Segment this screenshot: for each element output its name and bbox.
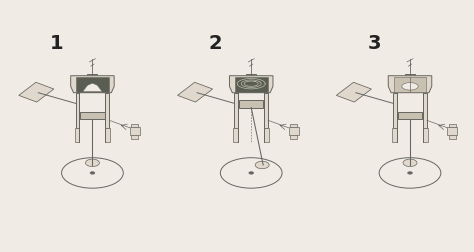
Polygon shape: [388, 76, 432, 93]
Bar: [423, 93, 427, 128]
Bar: [131, 136, 138, 140]
Circle shape: [249, 172, 254, 175]
Bar: [131, 124, 138, 127]
Bar: [290, 136, 297, 140]
Bar: [105, 93, 109, 128]
Bar: [447, 127, 457, 136]
Circle shape: [90, 172, 95, 175]
Polygon shape: [235, 77, 267, 92]
Bar: [264, 128, 269, 142]
Bar: [80, 112, 105, 120]
Bar: [393, 93, 397, 128]
Polygon shape: [19, 83, 54, 103]
Polygon shape: [246, 74, 256, 76]
Bar: [105, 128, 110, 142]
Bar: [75, 93, 80, 128]
Ellipse shape: [220, 158, 282, 188]
Bar: [264, 93, 268, 128]
Polygon shape: [229, 76, 273, 93]
Bar: [234, 128, 238, 142]
Bar: [392, 128, 397, 142]
Circle shape: [403, 160, 417, 167]
Ellipse shape: [62, 158, 123, 188]
Polygon shape: [337, 83, 372, 103]
Text: 3: 3: [368, 33, 381, 52]
Ellipse shape: [402, 83, 418, 91]
Bar: [234, 93, 238, 128]
Bar: [290, 124, 297, 127]
Bar: [75, 128, 80, 142]
Bar: [449, 124, 456, 127]
Polygon shape: [405, 74, 415, 76]
Polygon shape: [76, 77, 109, 92]
Polygon shape: [394, 77, 426, 92]
Bar: [239, 101, 264, 108]
Polygon shape: [87, 74, 98, 76]
Text: 2: 2: [209, 33, 222, 52]
Bar: [423, 128, 428, 142]
Ellipse shape: [379, 158, 441, 188]
Circle shape: [408, 172, 412, 175]
Circle shape: [255, 162, 269, 169]
Circle shape: [85, 160, 100, 167]
Polygon shape: [82, 84, 102, 92]
Polygon shape: [178, 83, 213, 103]
Bar: [449, 136, 456, 140]
Bar: [398, 112, 422, 120]
Polygon shape: [71, 76, 114, 93]
Bar: [289, 127, 299, 136]
Bar: [130, 127, 140, 136]
Text: 1: 1: [50, 33, 64, 52]
